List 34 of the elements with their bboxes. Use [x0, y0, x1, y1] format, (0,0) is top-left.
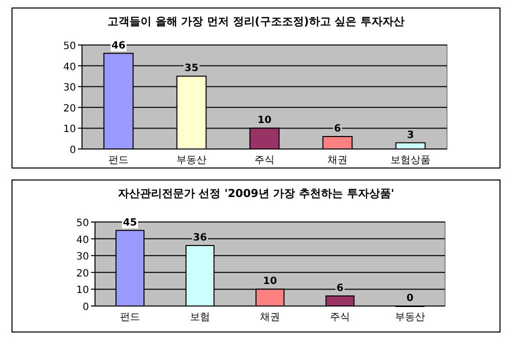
x-tick-label: 부동산: [176, 155, 206, 166]
data-label: 10: [258, 115, 272, 126]
x-tick-label: 보험: [190, 312, 210, 323]
y-tick-label: 10: [63, 124, 76, 136]
x-tick-label: 보험상품: [390, 155, 430, 166]
y-tick-label: 50: [76, 218, 89, 229]
y-tick-label: 20: [76, 268, 89, 280]
chart-title: 고객들이 올해 가장 먼저 정리(구조조정)하고 싶은 투자자산: [107, 15, 405, 28]
y-tick-label: 20: [63, 103, 76, 114]
y-tick-label: 30: [63, 82, 76, 94]
x-tick-label: 채권: [260, 312, 280, 323]
y-tick-label: 40: [76, 234, 89, 246]
data-label: 6: [334, 124, 342, 135]
data-label: 35: [184, 63, 198, 74]
data-label: 45: [123, 217, 137, 228]
y-tick-label: 10: [76, 285, 89, 296]
y-tick-label: 30: [76, 252, 89, 263]
y-tick-label: 0: [70, 145, 76, 156]
x-tick-label: 주식: [330, 312, 350, 323]
x-tick-label: 주식: [254, 155, 274, 166]
data-label: 46: [112, 40, 126, 52]
data-label: 6: [336, 282, 344, 294]
x-tick-label: 펀드: [120, 312, 140, 323]
data-label: 36: [193, 232, 207, 244]
y-tick-label: 40: [63, 62, 76, 73]
y-tick-label: 50: [63, 41, 76, 52]
x-tick-label: 부동산: [395, 312, 425, 323]
data-label: 10: [263, 276, 277, 288]
data-label: 0: [406, 293, 414, 304]
y-tick-label: 0: [82, 302, 89, 313]
x-tick-label: 채권: [328, 155, 348, 166]
chart-title: 자산관리전문가 선정 '2009년 가장 추천하는 투자상품': [118, 187, 394, 200]
x-tick-label: 펀드: [108, 155, 128, 166]
data-label: 3: [407, 130, 414, 141]
